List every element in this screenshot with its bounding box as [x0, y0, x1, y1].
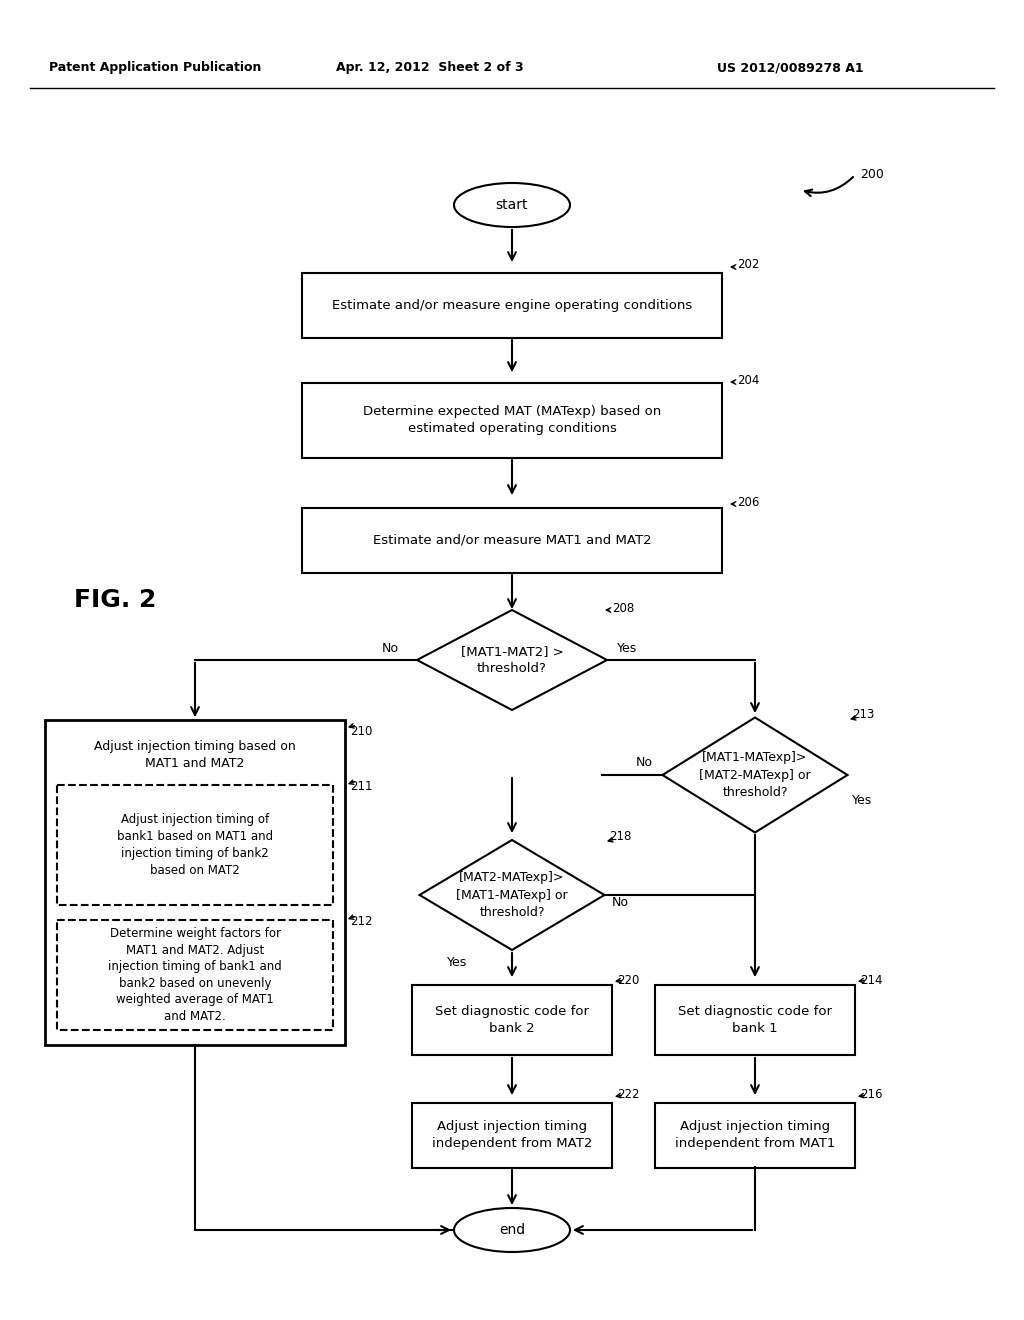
- Bar: [655, 1102, 855, 1167]
- Bar: [412, 1102, 612, 1167]
- Text: Set diagnostic code for
bank 1: Set diagnostic code for bank 1: [678, 1005, 831, 1035]
- Text: 220: 220: [617, 974, 639, 986]
- Text: No: No: [636, 756, 653, 770]
- Text: 200: 200: [860, 169, 884, 181]
- Text: Apr. 12, 2012  Sheet 2 of 3: Apr. 12, 2012 Sheet 2 of 3: [336, 62, 524, 74]
- Text: 204: 204: [737, 374, 760, 387]
- Text: start: start: [496, 198, 528, 213]
- Bar: [302, 272, 722, 338]
- Text: Adjust injection timing
independent from MAT2: Adjust injection timing independent from…: [432, 1119, 592, 1150]
- Polygon shape: [663, 718, 848, 833]
- Text: No: No: [612, 896, 629, 909]
- Ellipse shape: [454, 1208, 570, 1251]
- Bar: [412, 985, 612, 1055]
- Text: 210: 210: [350, 725, 373, 738]
- Text: [MAT2-MATexp]>
[MAT1-MATexp] or
threshold?: [MAT2-MATexp]> [MAT1-MATexp] or threshol…: [456, 871, 568, 919]
- Bar: [57, 785, 333, 906]
- Text: Patent Application Publication: Patent Application Publication: [49, 62, 261, 74]
- Bar: [302, 507, 722, 573]
- Text: 218: 218: [609, 830, 632, 843]
- Ellipse shape: [454, 183, 570, 227]
- Text: Determine weight factors for
MAT1 and MAT2. Adjust
injection timing of bank1 and: Determine weight factors for MAT1 and MA…: [109, 927, 282, 1023]
- Text: Yes: Yes: [446, 956, 467, 969]
- Text: 222: 222: [617, 1089, 640, 1101]
- Text: Determine expected MAT (MATexp) based on
estimated operating conditions: Determine expected MAT (MATexp) based on…: [362, 405, 662, 436]
- Text: 216: 216: [860, 1089, 883, 1101]
- Bar: [655, 985, 855, 1055]
- Text: 202: 202: [737, 259, 760, 272]
- Text: 213: 213: [852, 709, 874, 722]
- Polygon shape: [420, 840, 604, 950]
- Polygon shape: [417, 610, 607, 710]
- Bar: [45, 719, 345, 1045]
- Text: Set diagnostic code for
bank 2: Set diagnostic code for bank 2: [435, 1005, 589, 1035]
- Text: [MAT1-MAT2] >
threshold?: [MAT1-MAT2] > threshold?: [461, 645, 563, 675]
- Text: Adjust injection timing
independent from MAT1: Adjust injection timing independent from…: [675, 1119, 836, 1150]
- Text: 211: 211: [350, 780, 373, 793]
- Text: Yes: Yes: [852, 793, 872, 807]
- Text: Yes: Yes: [617, 642, 637, 655]
- Text: No: No: [382, 642, 399, 655]
- Text: Estimate and/or measure engine operating conditions: Estimate and/or measure engine operating…: [332, 298, 692, 312]
- Bar: [57, 920, 333, 1030]
- Text: Estimate and/or measure MAT1 and MAT2: Estimate and/or measure MAT1 and MAT2: [373, 533, 651, 546]
- Text: US 2012/0089278 A1: US 2012/0089278 A1: [717, 62, 863, 74]
- Text: 208: 208: [612, 602, 634, 615]
- Text: Adjust injection timing of
bank1 based on MAT1 and
injection timing of bank2
bas: Adjust injection timing of bank1 based o…: [117, 813, 273, 876]
- Text: 214: 214: [860, 974, 883, 986]
- Text: 212: 212: [350, 915, 373, 928]
- Bar: [302, 383, 722, 458]
- Text: end: end: [499, 1224, 525, 1237]
- Text: [MAT1-MATexp]>
[MAT2-MATexp] or
threshold?: [MAT1-MATexp]> [MAT2-MATexp] or threshol…: [699, 751, 811, 799]
- Text: FIG. 2: FIG. 2: [74, 587, 157, 612]
- Text: Adjust injection timing based on
MAT1 and MAT2: Adjust injection timing based on MAT1 an…: [94, 741, 296, 770]
- Text: 206: 206: [737, 495, 760, 508]
